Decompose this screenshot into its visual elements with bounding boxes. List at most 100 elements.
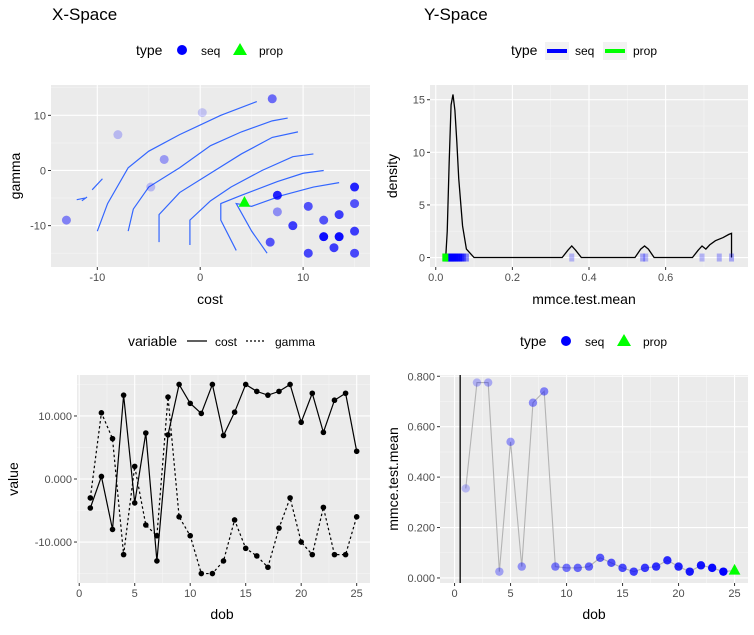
legend-xspace: type seq prop bbox=[136, 42, 283, 58]
gamma-point bbox=[231, 517, 238, 523]
seq-point bbox=[663, 556, 672, 565]
gamma-point bbox=[298, 539, 304, 545]
gamma-point bbox=[253, 553, 260, 559]
legend-label-gamma: gamma bbox=[275, 335, 315, 349]
seq-point bbox=[350, 199, 360, 209]
tick-label-y: 10 bbox=[34, 110, 46, 122]
cost-point bbox=[220, 432, 227, 439]
x-axis-title: mmce.test.mean bbox=[532, 291, 635, 307]
y-space-title: Y-Space bbox=[424, 5, 488, 24]
cost-point bbox=[276, 388, 282, 395]
seq-point bbox=[584, 562, 594, 571]
cost-point bbox=[253, 388, 260, 395]
tick-label-x: 0 bbox=[451, 588, 457, 600]
x-space-title: X-Space bbox=[52, 5, 117, 24]
gamma-point bbox=[242, 545, 249, 552]
cost-point bbox=[131, 500, 138, 506]
seq-rug-point bbox=[643, 253, 649, 262]
seq-point bbox=[319, 232, 329, 242]
x-space-panel: -10 0 10 -10 0 10 bbox=[30, 85, 370, 284]
seq-point bbox=[506, 437, 515, 447]
seq-point bbox=[350, 226, 360, 236]
seq-rug-point bbox=[463, 253, 469, 262]
legend-key-seq bbox=[177, 45, 187, 55]
seq-point bbox=[707, 563, 717, 573]
cost-point bbox=[165, 432, 171, 438]
gamma-point bbox=[287, 495, 293, 501]
tick-label-x: 15 bbox=[240, 588, 252, 600]
contour-line bbox=[81, 196, 88, 202]
cost-point bbox=[231, 409, 238, 415]
tick-label-x: 15 bbox=[616, 588, 628, 600]
seq-point bbox=[197, 108, 207, 118]
legend-title: type bbox=[136, 42, 163, 58]
seq-point bbox=[517, 562, 526, 571]
cost-point bbox=[143, 430, 149, 436]
cost-point bbox=[98, 473, 105, 480]
seq-point bbox=[319, 215, 329, 225]
tick-label-x: 20 bbox=[295, 588, 307, 600]
contour-line bbox=[220, 169, 324, 251]
legend-title: type bbox=[520, 333, 547, 349]
tick-label-x: 10 bbox=[560, 588, 572, 600]
cost-point bbox=[187, 400, 194, 407]
seq-rug-point bbox=[729, 253, 735, 262]
legend-yspace: type seq prop bbox=[511, 42, 657, 60]
seq-point bbox=[350, 182, 360, 192]
seq-rug-point bbox=[640, 253, 646, 262]
tick-label-y: 0.400 bbox=[407, 472, 435, 484]
gamma-point bbox=[87, 495, 94, 501]
seq-point bbox=[350, 248, 360, 258]
cost-point bbox=[176, 381, 182, 388]
seq-point bbox=[685, 567, 694, 576]
tick-label-x: 10 bbox=[297, 272, 309, 284]
seq-point bbox=[551, 562, 560, 571]
gamma-point bbox=[309, 551, 316, 558]
legend-xtrace: variable cost gamma bbox=[128, 333, 315, 349]
seq-point bbox=[528, 398, 538, 407]
tick-label-y: 10 bbox=[413, 147, 425, 159]
x-trace-panel: 0 5 10 15 20 25 -10.000 0.000 10.000 bbox=[35, 375, 370, 600]
gamma-point bbox=[176, 514, 182, 520]
prop-point bbox=[442, 253, 449, 262]
seq-rug-point bbox=[716, 253, 722, 262]
tick-label-y: 0 bbox=[419, 253, 425, 265]
seq-point bbox=[696, 561, 706, 570]
seq-point bbox=[595, 553, 605, 562]
legend-key-prop bbox=[233, 43, 247, 55]
tick-label-y: 10.000 bbox=[38, 411, 72, 423]
seq-rug-point bbox=[460, 253, 466, 262]
contour-line bbox=[189, 153, 314, 245]
seq-point bbox=[303, 201, 313, 211]
gamma-point bbox=[187, 532, 194, 539]
prop-point bbox=[728, 563, 741, 575]
seq-point bbox=[495, 567, 504, 576]
cost-point bbox=[353, 448, 360, 455]
seq-rug-point bbox=[699, 253, 705, 262]
contour-line bbox=[127, 117, 288, 232]
y-axis-title: value bbox=[5, 462, 21, 496]
legend-label-prop: prop bbox=[643, 335, 667, 349]
cost-point bbox=[198, 410, 205, 417]
seq-point bbox=[674, 562, 683, 571]
tick-label-x: 10 bbox=[184, 588, 196, 600]
legend-label-prop: prop bbox=[259, 44, 283, 58]
seq-rug-point bbox=[569, 253, 575, 262]
contour-line bbox=[235, 182, 340, 254]
y-axis-title: mmce.test.mean bbox=[385, 427, 401, 530]
seq-point bbox=[267, 94, 277, 104]
tick-label-y: 0.000 bbox=[407, 573, 435, 585]
seq-point bbox=[640, 563, 650, 573]
gamma-point bbox=[165, 394, 171, 400]
x-axis-title: dob bbox=[582, 606, 606, 622]
seq-point bbox=[113, 130, 123, 140]
gamma-point bbox=[143, 522, 149, 528]
tick-label-y: 0 bbox=[40, 165, 46, 177]
tick-label-y: 0.600 bbox=[407, 422, 435, 434]
contour-line bbox=[96, 100, 258, 232]
cost-point bbox=[154, 558, 160, 564]
seq-point bbox=[146, 182, 156, 192]
cost-point bbox=[309, 390, 316, 397]
cost-point bbox=[331, 397, 338, 404]
